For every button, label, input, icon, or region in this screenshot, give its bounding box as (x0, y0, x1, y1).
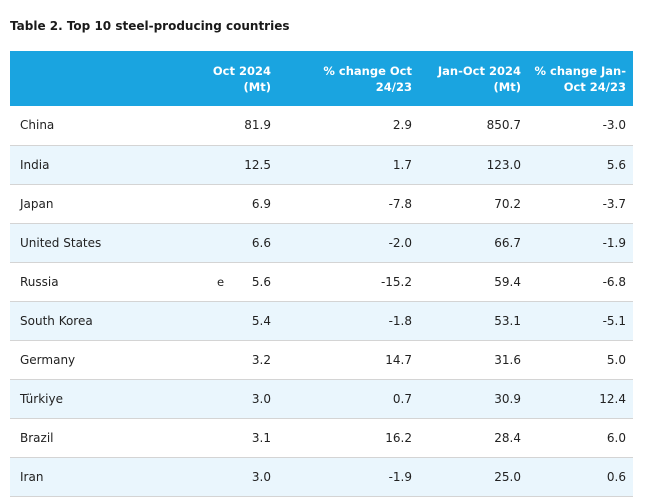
cell-oct-2024: 6.9 (180, 184, 278, 223)
cell-pct-change-jan-oct: -3.7 (602, 196, 626, 211)
cell-jan-oct-2024: 30.9 (494, 391, 521, 406)
cell-oct-2024-value: 12.5 (244, 157, 271, 172)
estimate-flag: e (217, 274, 225, 289)
cell-oct-2024: 5.4 (180, 301, 278, 340)
cell-oct-2024-value: 3.0 (251, 469, 271, 484)
cell-pct-change-oct: 1.7 (392, 157, 412, 172)
cell-country: China (20, 118, 55, 133)
table-row: South Korea 5.4 -1.8 53.1 -5.1 (10, 301, 633, 340)
cell-pct-change-jan-oct: 12.4 (599, 391, 626, 406)
cell-oct-2024-value: 3.1 (251, 430, 271, 445)
cell-pct-change-jan-oct: -3.0 (602, 118, 626, 133)
cell-oct-2024: 6.6 (180, 223, 278, 262)
cell-jan-oct-2024: 66.7 (494, 235, 521, 250)
cell-oct-2024: 3.1 (180, 418, 278, 457)
cell-country: United States (20, 235, 102, 250)
cell-jan-oct-2024: 31.6 (494, 352, 521, 367)
cell-oct-2024: 3.0 (180, 457, 278, 496)
cell-pct-change-oct: -1.9 (388, 469, 412, 484)
header-jan-oct-2024: Jan-Oct 2024 (Mt) (419, 51, 528, 106)
header-pct-change-oct-line2: 24/23 (375, 79, 412, 94)
cell-pct-change-jan-oct: 6.0 (606, 430, 626, 445)
table-header: Oct 2024 (Mt) % change Oct 24/23 Jan-Oct… (10, 51, 633, 106)
header-row: Oct 2024 (Mt) % change Oct 24/23 Jan-Oct… (10, 51, 633, 106)
cell-oct-2024-value: 3.2 (251, 352, 271, 367)
cell-jan-oct-2024: 59.4 (494, 274, 521, 289)
cell-jan-oct-2024: 28.4 (494, 430, 521, 445)
cell-country: Iran (20, 469, 44, 484)
cell-country: Türkiye (20, 391, 63, 406)
cell-oct-2024: 3.2 (180, 340, 278, 379)
cell-oct-2024-value: 3.0 (251, 391, 271, 406)
table-row: Japan 6.9 -7.8 70.2 -3.7 (10, 184, 633, 223)
header-jan-oct-2024-line1: Jan-Oct 2024 (437, 63, 521, 78)
cell-pct-change-oct: 2.9 (392, 118, 412, 133)
steel-production-table: Oct 2024 (Mt) % change Oct 24/23 Jan-Oct… (10, 51, 633, 497)
table-row: United States 6.6 -2.0 66.7 -1.9 (10, 223, 633, 262)
cell-oct-2024: 3.0 (180, 379, 278, 418)
table-row: Iran 3.0 -1.9 25.0 0.6 (10, 457, 633, 496)
cell-country: Brazil (20, 430, 54, 445)
cell-oct-2024-value: 81.9 (244, 118, 271, 133)
cell-oct-2024: 5.6 e (180, 262, 278, 301)
cell-oct-2024-value: 6.9 (251, 196, 271, 211)
cell-country: Germany (20, 352, 76, 367)
header-jan-oct-2024-line2: (Mt) (493, 79, 521, 94)
table-row: China 81.9 2.9 850.7 -3.0 (10, 106, 633, 145)
table-row: Brazil 3.1 16.2 28.4 6.0 (10, 418, 633, 457)
cell-pct-change-jan-oct: -1.9 (602, 235, 626, 250)
cell-pct-change-jan-oct: -5.1 (602, 313, 626, 328)
cell-jan-oct-2024: 53.1 (494, 313, 521, 328)
cell-oct-2024-value: 6.6 (251, 235, 271, 250)
table-row: India 12.5 1.7 123.0 5.6 (10, 145, 633, 184)
header-country (10, 51, 180, 106)
table-row: Türkiye 3.0 0.7 30.9 12.4 (10, 379, 633, 418)
cell-country: India (20, 157, 50, 172)
cell-pct-change-oct: 14.7 (385, 352, 412, 367)
cell-pct-change-oct: 0.7 (392, 391, 412, 406)
table-caption: Table 2. Top 10 steel-producing countrie… (10, 19, 290, 33)
cell-jan-oct-2024: 70.2 (494, 196, 521, 211)
cell-oct-2024-value: 5.4 (251, 313, 271, 328)
cell-jan-oct-2024: 850.7 (486, 118, 521, 133)
cell-pct-change-jan-oct: 5.0 (606, 352, 626, 367)
cell-pct-change-oct: -1.8 (388, 313, 412, 328)
cell-jan-oct-2024: 123.0 (486, 157, 521, 172)
cell-oct-2024: 12.5 (180, 145, 278, 184)
cell-pct-change-jan-oct: 0.6 (606, 469, 626, 484)
table-row: Germany 3.2 14.7 31.6 5.0 (10, 340, 633, 379)
cell-country: Japan (20, 196, 54, 211)
cell-country: Russia (20, 274, 59, 289)
cell-pct-change-jan-oct: -6.8 (602, 274, 626, 289)
cell-jan-oct-2024: 25.0 (494, 469, 521, 484)
table-row: Russia 5.6 e -15.2 59.4 -6.8 (10, 262, 633, 301)
table-body: China 81.9 2.9 850.7 -3.0 India 12.5 1.7… (10, 106, 633, 496)
cell-pct-change-oct: -2.0 (388, 235, 412, 250)
header-pct-change-jan-oct-line2: Oct 24/23 (563, 79, 626, 94)
header-oct-2024-line1: Oct 2024 (212, 63, 271, 78)
header-oct-2024-line2: (Mt) (243, 79, 271, 94)
header-pct-change-oct-line1: % change Oct (323, 63, 412, 78)
cell-pct-change-jan-oct: 5.6 (606, 157, 626, 172)
cell-country: South Korea (20, 313, 93, 328)
header-pct-change-jan-oct-line1: % change Jan- (534, 63, 626, 78)
cell-oct-2024: 81.9 (180, 106, 278, 145)
cell-pct-change-oct: 16.2 (385, 430, 412, 445)
cell-oct-2024-value: 5.6 (251, 274, 271, 289)
cell-pct-change-oct: -15.2 (380, 274, 412, 289)
header-pct-change-oct: % change Oct 24/23 (278, 51, 419, 106)
cell-pct-change-oct: -7.8 (388, 196, 412, 211)
header-pct-change-jan-oct: % change Jan- Oct 24/23 (528, 51, 633, 106)
header-oct-2024: Oct 2024 (Mt) (180, 51, 278, 106)
